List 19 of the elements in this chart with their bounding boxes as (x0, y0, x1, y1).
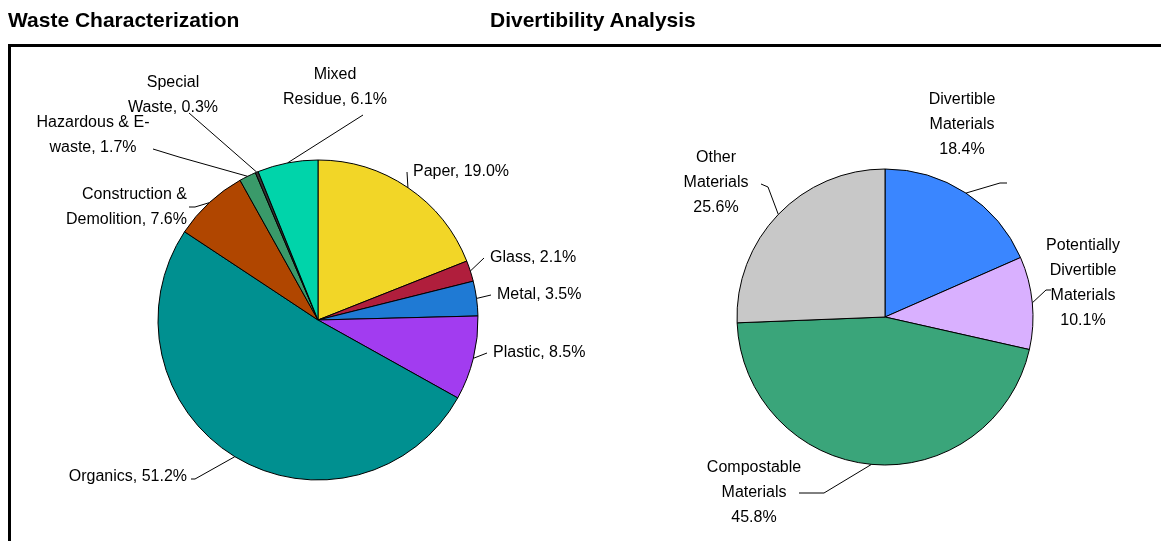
data-label: 25.6% (693, 198, 739, 216)
data-label: 10.1% (1060, 311, 1106, 329)
slice-label: Organics, 51.2% (68, 467, 187, 485)
data-label: 18.4% (939, 140, 985, 158)
slice-label: Potentially Divertible Materials (1046, 236, 1120, 304)
slice-label: Plastic, 8.5% (493, 343, 586, 361)
slice-label: Paper, 19.0% (413, 162, 510, 180)
slice-label: Construction & Demolition, 7.6% (66, 185, 188, 228)
slice-label: Metal, 3.5% (497, 285, 582, 303)
slice-label: Mixed Residue, 6.1% (282, 65, 388, 108)
chart-title: Waste Characterization (8, 8, 240, 32)
slice-label: Compostable Materials (706, 458, 802, 501)
slice-label: Other Materials (683, 148, 749, 191)
chart-title: Divertibility Analysis (490, 8, 696, 32)
slice-label: Hazardous & E-waste, 1.7% (36, 113, 150, 156)
data-label: 45.8% (731, 508, 777, 526)
slice-label: Divertible Materials (928, 90, 996, 133)
slice-label: Special Waste, 0.3% (127, 73, 219, 116)
slice-label: Glass, 2.1% (490, 248, 577, 266)
